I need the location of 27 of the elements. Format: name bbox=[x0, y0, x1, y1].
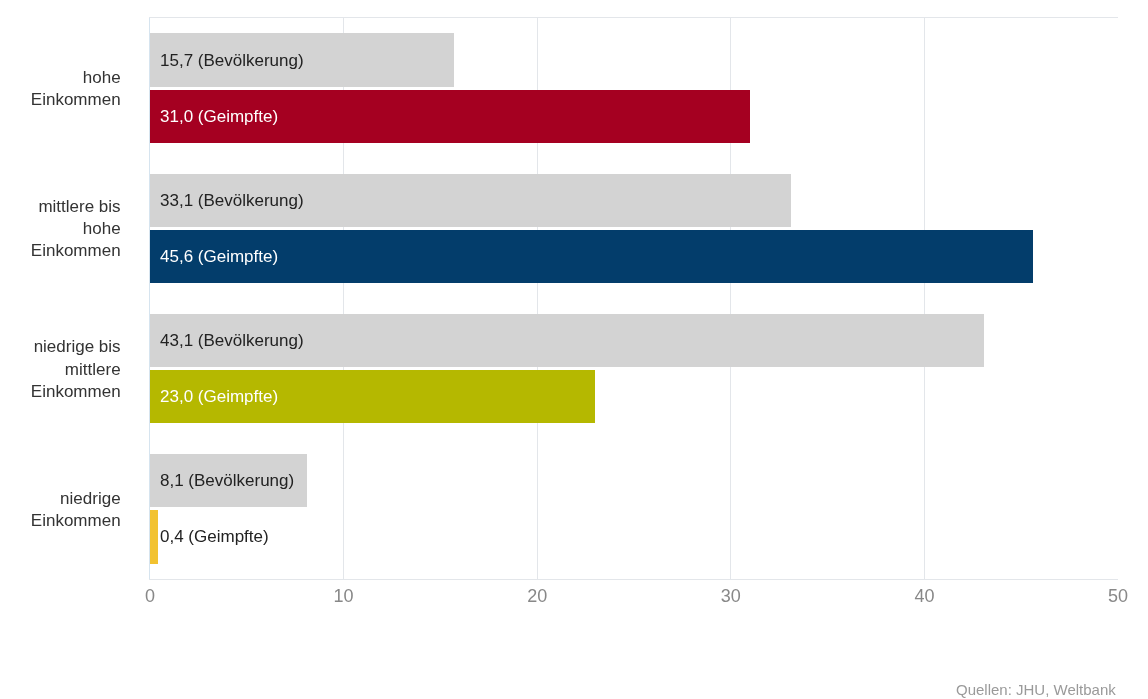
bar bbox=[150, 33, 454, 87]
bar bbox=[150, 90, 750, 143]
bar bbox=[150, 510, 158, 564]
y-tick-label: mittlere bis hohe Einkommen bbox=[30, 197, 121, 261]
x-tick-label: 40 bbox=[914, 585, 935, 606]
y-tick-label: hohe Einkommen bbox=[30, 68, 121, 110]
x-tick-label: 0 bbox=[144, 585, 156, 606]
data-label: 31,0 (Geimpfte) bbox=[160, 107, 279, 126]
bar bbox=[150, 370, 595, 423]
x-tick-label: 20 bbox=[527, 585, 548, 606]
bar bbox=[150, 454, 307, 507]
x-tick-label: 10 bbox=[333, 585, 354, 606]
data-label: 33,1 (Bevölkerung) bbox=[160, 191, 304, 210]
data-label: 23,0 (Geimpfte) bbox=[160, 387, 279, 406]
source-note: Quellen: JHU, Weltbank bbox=[956, 681, 1117, 698]
bar bbox=[150, 314, 984, 367]
x-tick-label: 50 bbox=[1107, 585, 1129, 606]
x-tick-label: 30 bbox=[720, 585, 741, 606]
data-label: 0,4 (Geimpfte) bbox=[160, 527, 269, 546]
data-label: 8,1 (Bevölkerung) bbox=[160, 471, 295, 490]
bar bbox=[150, 230, 1033, 283]
data-label: 15,7 (Bevölkerung) bbox=[160, 51, 304, 70]
bar bbox=[150, 174, 791, 227]
data-label: 43,1 (Bevölkerung) bbox=[160, 331, 304, 350]
data-label: 45,6 (Geimpfte) bbox=[160, 247, 279, 266]
y-tick-label: niedrige bis mittlere Einkommen bbox=[30, 337, 121, 401]
y-tick-label: niedrige Einkommen bbox=[30, 488, 121, 530]
